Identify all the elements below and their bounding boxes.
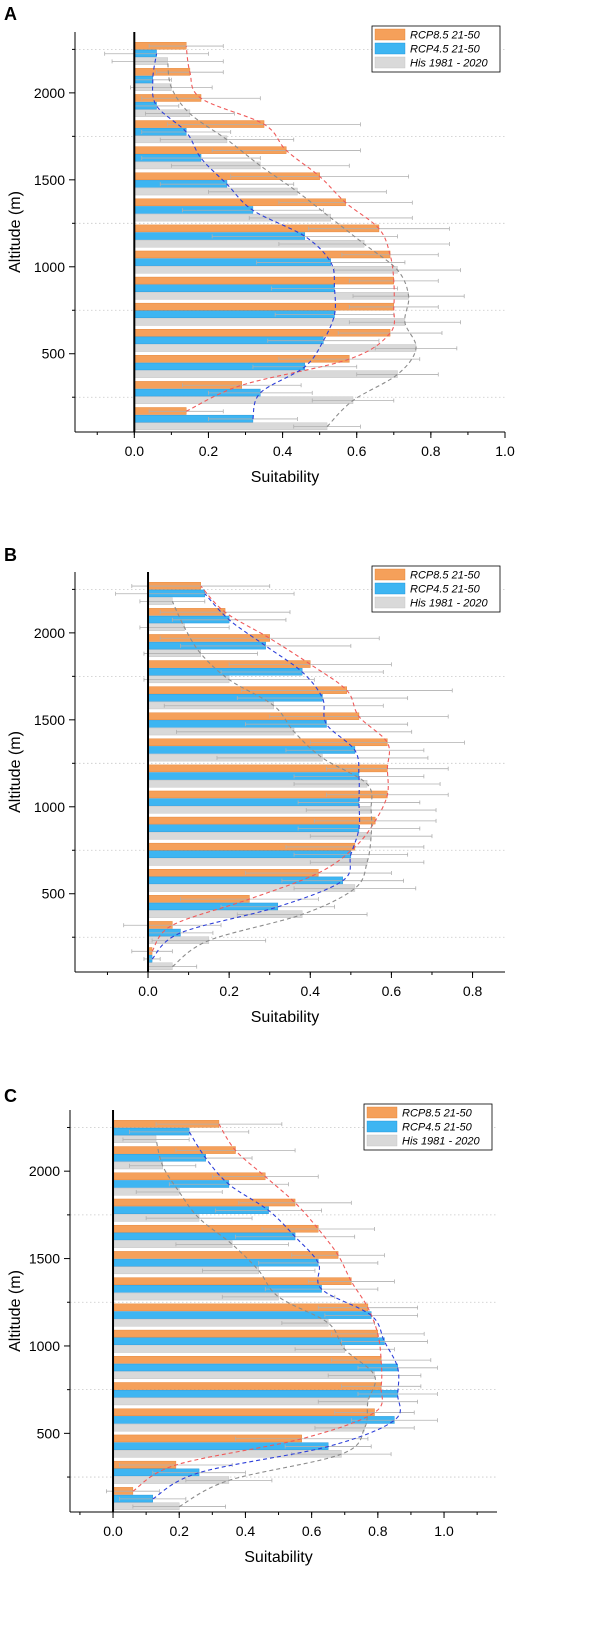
x-axis-title: Suitability — [244, 1549, 312, 1566]
rcp45-bar — [112, 1363, 398, 1372]
rcp45-fit-curve — [152, 1131, 401, 1500]
rcp85-fit-curve — [185, 46, 396, 412]
x-tick-label: 0.0 — [138, 983, 158, 999]
his-fit-curve — [155, 1139, 376, 1508]
panel-c: C 0.0 0.2 0.4 0.6 0.8 1.0 500 1000 1500 2000 Suita… — [4, 1086, 497, 1566]
his-legend-swatch — [374, 56, 406, 69]
panel-letter: A — [4, 4, 17, 24]
x-tick-label: 0.8 — [463, 983, 483, 999]
panel-letter: B — [4, 545, 17, 565]
y-tick-label: 1500 — [29, 1251, 60, 1267]
y-tick-label: 1500 — [34, 712, 65, 728]
x-tick-label: 0.2 — [219, 983, 239, 999]
x-axis-title: Suitability — [251, 469, 319, 486]
y-tick-label: 1500 — [34, 172, 65, 188]
rcp45-fit-curve — [151, 53, 336, 420]
x-tick-label: 0.4 — [236, 1523, 256, 1539]
his-fit-curve — [171, 601, 373, 968]
x-tick-label: 0.8 — [368, 1523, 388, 1539]
y-axis-title: Altitude (m) — [7, 731, 24, 813]
x-tick-label: 0.6 — [382, 983, 402, 999]
rcp45-legend-swatch — [374, 582, 406, 595]
y-tick-label: 500 — [42, 886, 66, 902]
his-legend-swatch — [374, 596, 406, 609]
y-axis-title: Altitude (m) — [7, 1270, 24, 1352]
x-tick-label: 0.0 — [103, 1523, 123, 1539]
x-tick-label: 0.2 — [199, 443, 219, 459]
rcp85-fit-curve — [132, 1123, 383, 1492]
rcp85-legend-label: RCP8.5 21-50 — [402, 1108, 473, 1120]
rcp45-legend-label: RCP4.5 21-50 — [410, 584, 481, 596]
rcp85-legend-swatch — [374, 568, 406, 581]
rcp45-legend-swatch — [374, 42, 406, 55]
panel-b: B 0.0 0.2 0.4 0.6 0.8 500 1000 1500 2000 Suitabil… — [4, 545, 505, 1026]
x-tick-label: 0.4 — [273, 443, 293, 459]
rcp45-fit-curve — [151, 593, 361, 960]
y-tick-label: 1000 — [34, 259, 65, 275]
y-tick-label: 2000 — [29, 1163, 60, 1179]
legend: RCP8.5 21-50 RCP4.5 21-50 His 1981 - 2020 — [371, 25, 501, 73]
rcp45-legend-swatch — [366, 1120, 398, 1133]
rcp45-legend-label: RCP4.5 21-50 — [410, 44, 481, 56]
his-legend-swatch — [366, 1134, 398, 1147]
rcp45-bar — [112, 1389, 398, 1398]
y-axis-title: Altitude (m) — [7, 191, 24, 273]
legend: RCP8.5 21-50 RCP4.5 21-50 His 1981 - 2020 — [363, 1103, 493, 1151]
legend: RCP8.5 21-50 RCP4.5 21-50 His 1981 - 2020 — [371, 565, 501, 613]
his-legend-label: His 1981 - 2020 — [410, 58, 489, 70]
his-legend-label: His 1981 - 2020 — [410, 598, 489, 610]
panel-letter: C — [4, 1086, 17, 1106]
rcp85-legend-label: RCP8.5 21-50 — [410, 30, 481, 42]
panel-a: A 0.0 0.2 0.4 0.6 0.8 1.0 500 1000 1500 2000 Suita… — [4, 4, 515, 486]
x-tick-label: 0.6 — [347, 443, 367, 459]
x-tick-label: 0.2 — [169, 1523, 189, 1539]
x-tick-label: 0.4 — [301, 983, 321, 999]
rcp85-legend-swatch — [374, 28, 406, 41]
y-tick-label: 1000 — [34, 799, 65, 815]
x-tick-label: 0.8 — [421, 443, 441, 459]
x-tick-label: 0.6 — [302, 1523, 322, 1539]
rcp45-legend-label: RCP4.5 21-50 — [402, 1122, 473, 1134]
x-tick-label: 0.0 — [125, 443, 145, 459]
x-tick-label: 1.0 — [495, 443, 515, 459]
y-tick-label: 500 — [42, 346, 66, 362]
y-tick-label: 2000 — [34, 85, 65, 101]
x-tick-label: 1.0 — [434, 1523, 454, 1539]
y-tick-label: 1000 — [29, 1338, 60, 1354]
his-legend-label: His 1981 - 2020 — [402, 1136, 481, 1148]
y-tick-label: 500 — [37, 1425, 61, 1441]
rcp85-bar — [112, 1382, 382, 1390]
his-fit-curve — [167, 61, 417, 427]
rcp85-legend-label: RCP8.5 21-50 — [410, 570, 481, 582]
rcp85-legend-swatch — [366, 1106, 398, 1119]
y-tick-label: 2000 — [34, 625, 65, 641]
rcp85-fit-curve — [151, 585, 391, 952]
x-axis-title: Suitability — [251, 1009, 319, 1026]
